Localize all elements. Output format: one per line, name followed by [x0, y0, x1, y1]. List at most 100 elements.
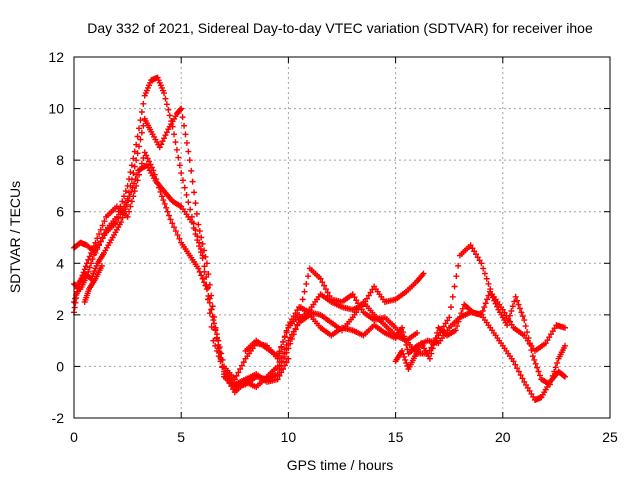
data-point [146, 158, 153, 165]
data-point [91, 243, 98, 250]
data-point [488, 291, 495, 298]
data-point [453, 273, 460, 280]
data-point [203, 282, 210, 289]
data-point [420, 270, 427, 277]
data-point [278, 354, 285, 361]
data-point [194, 237, 201, 244]
data-point [280, 358, 287, 365]
data-point [215, 353, 222, 360]
data-point [478, 260, 485, 267]
data-point [183, 139, 190, 146]
data-point [199, 275, 206, 282]
data-point [319, 279, 326, 286]
data-point [476, 257, 483, 264]
data-point [549, 328, 556, 335]
data-point [211, 320, 218, 327]
x-tick-label: 0 [70, 429, 78, 445]
data-point [161, 135, 168, 142]
data-point [287, 340, 294, 347]
data-point [213, 334, 220, 341]
data-point [548, 377, 555, 384]
data-point [399, 347, 406, 354]
data-point [283, 349, 290, 356]
data-point [561, 342, 568, 349]
data-point [403, 359, 410, 366]
data-point [301, 288, 308, 295]
data-point [217, 358, 224, 365]
data-point [455, 318, 462, 325]
data-point [364, 295, 371, 302]
data-point [326, 292, 333, 299]
data-point [147, 161, 154, 168]
data-point [281, 346, 288, 353]
data-point [519, 375, 526, 382]
data-point [276, 348, 283, 355]
data-point [285, 355, 292, 362]
data-point [128, 188, 135, 195]
data-point [159, 138, 166, 145]
data-point [523, 381, 530, 388]
data-point [188, 167, 195, 174]
data-point [238, 362, 245, 369]
y-tick-label: 4 [56, 255, 64, 271]
data-point [561, 373, 568, 380]
data-point [303, 280, 310, 287]
data-point [129, 184, 136, 191]
data-point [317, 275, 324, 282]
data-point [469, 245, 476, 252]
data-point [536, 372, 543, 379]
data-point [144, 155, 151, 162]
data-point [514, 297, 521, 304]
data-point [164, 208, 171, 215]
data-point [281, 353, 288, 360]
data-point [280, 350, 287, 357]
data-point [428, 350, 435, 357]
data-point [281, 334, 288, 341]
data-point [178, 170, 185, 177]
data-point [292, 325, 299, 332]
data-point [349, 291, 356, 298]
data-point [546, 381, 553, 388]
data-point [483, 275, 490, 282]
data-point [96, 231, 103, 238]
data-point [175, 154, 182, 161]
data-point [322, 286, 329, 293]
data-point [321, 282, 328, 289]
data-point [367, 289, 374, 296]
data-point [305, 273, 312, 280]
data-point [185, 148, 192, 155]
data-point [138, 129, 145, 136]
data-point [528, 390, 535, 397]
data-point [74, 285, 81, 292]
data-point [517, 372, 524, 379]
data-point [228, 383, 235, 390]
data-point [240, 359, 247, 366]
data-series [71, 149, 568, 403]
data-point [208, 306, 215, 313]
data-point [546, 334, 553, 341]
data-point [199, 240, 206, 247]
data-point [187, 206, 194, 213]
data-point [136, 125, 143, 132]
data-point [486, 288, 493, 295]
y-axis-title: SDTVAR / TECUs [7, 181, 23, 293]
data-point [198, 234, 205, 241]
data-point [195, 221, 202, 228]
data-point [71, 304, 78, 311]
data-point [140, 100, 147, 107]
data-point [276, 372, 283, 379]
data-point [138, 109, 145, 116]
data-point [449, 293, 456, 300]
data-point [201, 247, 208, 254]
data-point [131, 188, 138, 195]
data-point [122, 206, 129, 213]
data-point [197, 249, 204, 256]
data-point [97, 238, 104, 245]
data-point [356, 303, 363, 310]
data-point [158, 141, 165, 148]
data-series [81, 262, 105, 305]
data-point [209, 303, 216, 310]
data-point [178, 105, 185, 112]
data-point [526, 387, 533, 394]
data-point [481, 270, 488, 277]
